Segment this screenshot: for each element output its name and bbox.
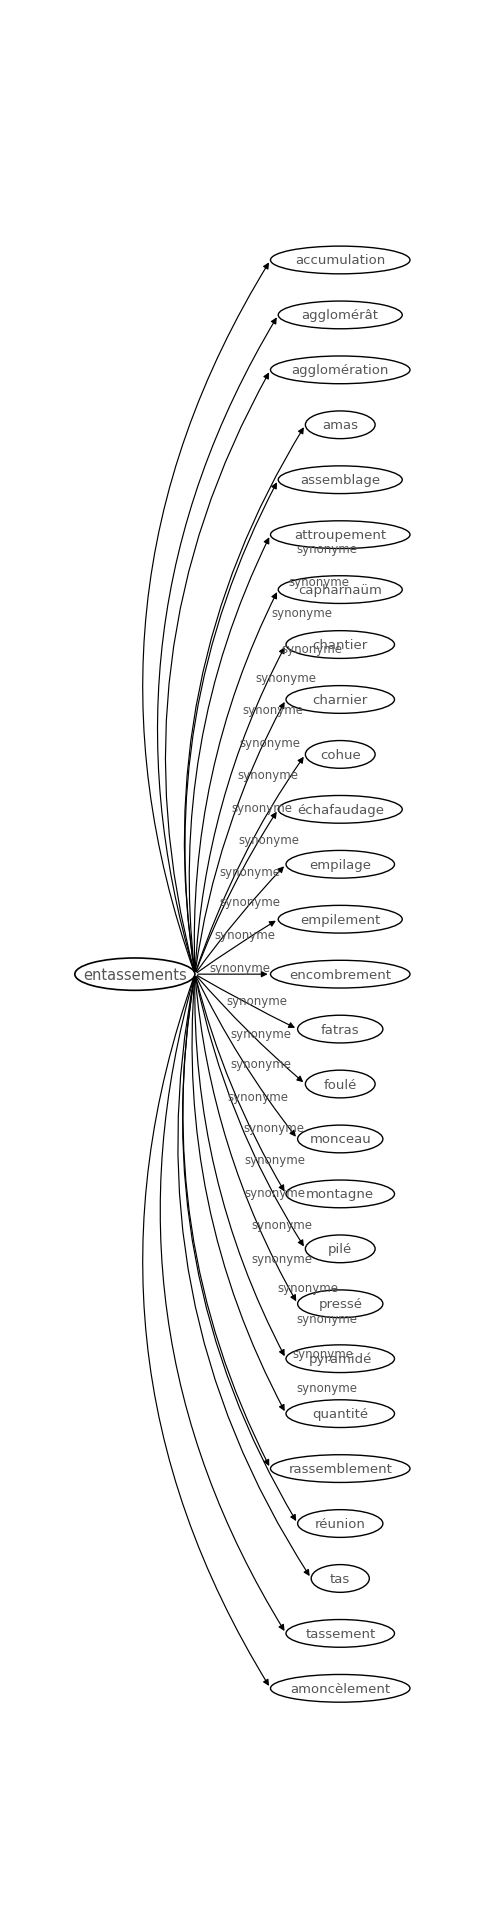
FancyArrowPatch shape [178, 977, 309, 1575]
FancyArrowPatch shape [196, 704, 284, 973]
Text: montagne: montagne [306, 1187, 374, 1200]
Text: synonyme: synonyme [227, 1090, 288, 1104]
Text: synonyme: synonyme [231, 1058, 292, 1071]
Text: synonyme: synonyme [231, 1027, 292, 1040]
Text: agglomérât: agglomérât [302, 309, 379, 322]
Text: synonyme: synonyme [256, 672, 317, 685]
FancyArrowPatch shape [192, 977, 284, 1411]
Text: attroupement: attroupement [294, 529, 386, 542]
Text: rassemblement: rassemblement [288, 1463, 392, 1475]
Text: amoncèlement: amoncèlement [290, 1681, 391, 1695]
FancyArrowPatch shape [182, 977, 295, 1521]
FancyArrowPatch shape [197, 977, 302, 1083]
Text: synonyme: synonyme [210, 961, 271, 975]
Text: cohue: cohue [320, 749, 361, 762]
Text: quantité: quantité [312, 1407, 368, 1420]
Text: assemblage: assemblage [300, 475, 380, 486]
Text: pyramidé: pyramidé [309, 1353, 372, 1366]
FancyArrowPatch shape [196, 813, 276, 973]
Text: entassements: entassements [83, 967, 187, 982]
FancyArrowPatch shape [185, 484, 276, 973]
Text: synonyme: synonyme [293, 1347, 354, 1361]
FancyArrowPatch shape [197, 923, 275, 973]
Text: synonyme: synonyme [244, 1187, 305, 1199]
Text: synonyme: synonyme [288, 575, 349, 589]
Text: charnier: charnier [313, 693, 368, 706]
Text: synonyme: synonyme [282, 643, 343, 656]
FancyArrowPatch shape [196, 977, 284, 1191]
FancyArrowPatch shape [157, 318, 276, 973]
FancyArrowPatch shape [183, 977, 269, 1465]
FancyArrowPatch shape [184, 428, 303, 973]
Text: synonyme: synonyme [296, 542, 357, 556]
Text: encombrement: encombrement [289, 969, 391, 980]
Text: échafaudage: échafaudage [297, 803, 384, 816]
Text: empilage: empilage [309, 859, 371, 870]
Text: synonyme: synonyme [238, 768, 298, 782]
Text: synonyme: synonyme [239, 834, 300, 847]
Text: synonyme: synonyme [251, 1253, 312, 1264]
Text: synonyme: synonyme [296, 1382, 357, 1393]
Text: synonyme: synonyme [252, 1218, 313, 1231]
Text: foulé: foulé [323, 1079, 357, 1090]
Text: synonyme: synonyme [219, 896, 280, 909]
Text: synonyme: synonyme [277, 1282, 338, 1295]
FancyArrowPatch shape [196, 977, 295, 1137]
FancyArrowPatch shape [196, 758, 303, 973]
FancyArrowPatch shape [195, 977, 284, 1355]
Text: empilement: empilement [300, 913, 380, 926]
Text: synonyme: synonyme [232, 801, 293, 814]
FancyArrowPatch shape [197, 977, 294, 1029]
FancyArrowPatch shape [160, 977, 284, 1631]
Text: monceau: monceau [309, 1133, 371, 1146]
FancyArrowPatch shape [195, 648, 284, 973]
FancyArrowPatch shape [166, 374, 269, 973]
FancyArrowPatch shape [195, 977, 295, 1301]
Text: pilé: pilé [328, 1243, 352, 1256]
FancyArrowPatch shape [194, 594, 276, 973]
FancyArrowPatch shape [189, 538, 269, 973]
Text: synonyme: synonyme [244, 1121, 304, 1135]
Text: synonyme: synonyme [296, 1312, 357, 1326]
FancyArrowPatch shape [143, 264, 269, 973]
Text: tas: tas [330, 1573, 350, 1585]
Text: synonyme: synonyme [271, 606, 333, 620]
Text: synonyme: synonyme [243, 704, 303, 716]
FancyArrowPatch shape [196, 977, 303, 1245]
Text: synonyme: synonyme [219, 865, 280, 878]
Text: fatras: fatras [321, 1023, 360, 1036]
FancyArrowPatch shape [198, 973, 267, 977]
Text: tassement: tassement [305, 1627, 375, 1640]
Text: pressé: pressé [318, 1297, 362, 1310]
Text: amas: amas [322, 419, 358, 432]
Text: synonyme: synonyme [226, 994, 287, 1007]
Text: synonyme: synonyme [240, 737, 300, 749]
Text: capharnaüm: capharnaüm [298, 583, 382, 596]
FancyArrowPatch shape [196, 868, 283, 973]
FancyArrowPatch shape [143, 977, 269, 1685]
Text: réunion: réunion [315, 1517, 366, 1530]
Text: agglomération: agglomération [292, 365, 389, 376]
Text: accumulation: accumulation [295, 255, 385, 268]
Text: synonyme: synonyme [245, 1154, 305, 1166]
Text: chantier: chantier [313, 639, 368, 652]
Text: synonyme: synonyme [215, 928, 275, 942]
